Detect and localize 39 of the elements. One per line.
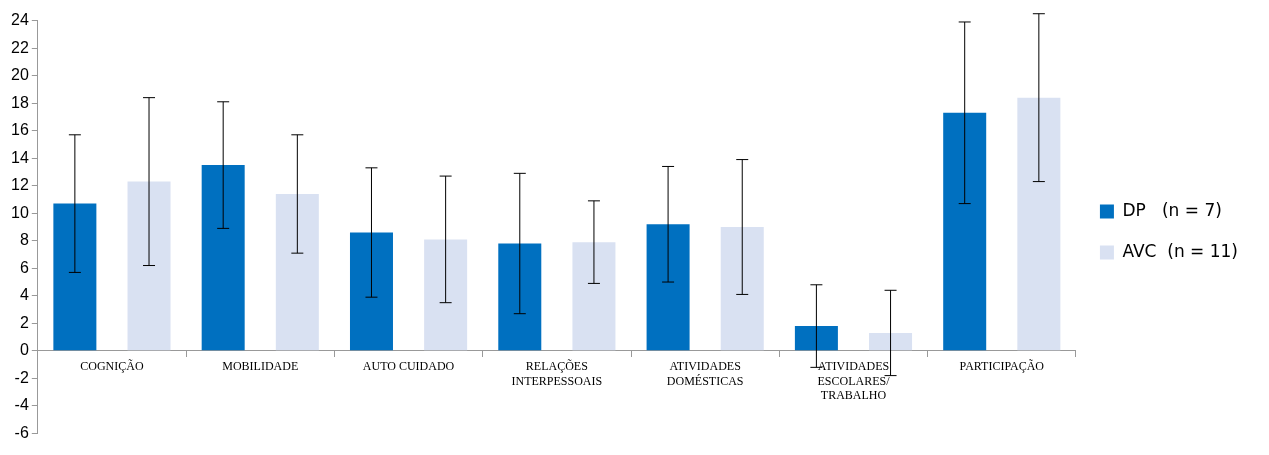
bar [201,165,245,351]
y-tick-label: 8 [19,231,29,249]
y-tick-label: 6 [19,258,29,276]
y-tick-label: 0 [19,341,29,359]
bar [1017,97,1061,351]
x-tick-label: ATIVIDADES ESCOLARES/ TRABALHO [817,359,891,402]
y-tick-label: 24 [11,11,29,29]
bar [794,326,838,351]
y-tick-label: -6 [14,423,29,441]
bar [572,242,616,351]
bar [349,232,393,351]
x-tick-label: MOBILIDADE [222,359,299,374]
y-tick-label: 20 [11,66,29,84]
x-tick-label: AUTO CUIDADO [362,359,455,374]
bar [498,243,542,351]
legend-label: AVC (n = 11) [1122,240,1239,261]
y-tick-label: -4 [14,396,29,414]
bar [424,239,468,351]
x-tick-label: COGNIÇÃO [80,359,144,374]
y-tick-label: 22 [11,38,29,56]
x-tick-label: PARTICIPAÇÃO [959,359,1045,374]
y-tick-label: 2 [19,313,29,331]
bar [53,203,97,351]
legend-label: DP (n = 7) [1122,199,1222,220]
bar [127,181,171,351]
bar [275,193,319,351]
bar [646,224,690,351]
y-tick-label: 18 [11,93,29,111]
bar [943,112,987,351]
x-tick-label: ATIVIDADES DOMÉSTICAS [666,359,744,388]
y-tick-label: 12 [11,176,29,194]
y-tick-label: 10 [11,203,29,221]
y-tick-label: -2 [14,368,29,386]
y-tick-label: 16 [11,121,29,139]
y-tick-label: 14 [11,148,29,166]
bar [720,227,764,351]
bar [869,332,913,351]
x-tick-label: RELAÇÕES INTERPESSOAIS [511,359,603,388]
y-tick-label: 4 [19,286,29,304]
